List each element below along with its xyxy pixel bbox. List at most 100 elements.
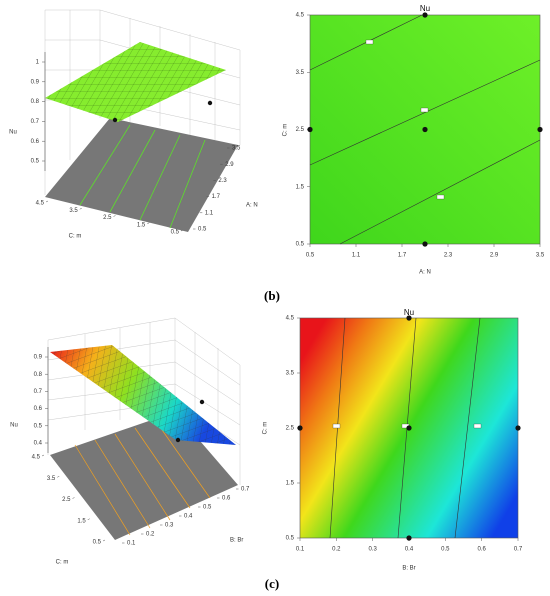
surface-plot-2 <box>47 317 241 540</box>
floor-contour <box>79 124 206 229</box>
z-tick-label: 0.6 <box>34 406 43 412</box>
design-point <box>175 437 181 443</box>
x-axis-label: B: Br <box>402 566 415 572</box>
y-tick-label: 0.4 <box>184 514 193 520</box>
surface-mesh <box>45 42 226 122</box>
z-tick-label: 0.7 <box>34 389 43 395</box>
y-tick-label: 0.5 <box>296 242 305 248</box>
x-tick-label: 4.5 <box>32 455 41 461</box>
y-tick-label: 1.7 <box>212 194 221 200</box>
y-tick-label: 2.5 <box>296 127 305 133</box>
tick-mark <box>147 222 150 224</box>
x-tick-label: 1.7 <box>398 253 407 259</box>
tick-mark <box>57 476 60 478</box>
design-point <box>406 425 412 431</box>
y-tick-label: 3.5 <box>232 146 241 152</box>
z-tick-label: 0.9 <box>34 355 43 361</box>
tick-mark <box>41 454 45 457</box>
y-tick-label: 2.9 <box>225 162 234 168</box>
surface-plot-1 <box>44 9 241 232</box>
design-point <box>406 535 412 541</box>
z-tick-label: 0.7 <box>31 119 40 125</box>
x-tick-label: 0.5 <box>441 547 450 553</box>
y-axis-label: C: m <box>263 422 269 435</box>
contour-label-box <box>332 423 341 429</box>
x-tick-label: 0.4 <box>405 547 414 553</box>
x-tick-label: 0.3 <box>368 547 377 553</box>
y-tick-label: 0.5 <box>286 536 295 542</box>
z-tick-label: 0.6 <box>31 139 40 145</box>
y-tick-label: 0.2 <box>146 532 155 538</box>
tick-mark <box>45 200 49 203</box>
y-tick-label: 1.1 <box>205 210 214 216</box>
z-axis-label: Nu <box>9 130 17 136</box>
design-point <box>422 126 428 133</box>
design-point <box>422 12 428 18</box>
z-tick-label: 0.5 <box>31 159 40 165</box>
y-tick-label: 3.5 <box>296 70 305 76</box>
z-tick-label: 1 <box>36 60 40 66</box>
panel-label: (b) <box>264 288 280 303</box>
tick-mark <box>180 229 184 232</box>
design-point <box>537 126 543 133</box>
z-tick-label: 0.4 <box>34 441 43 447</box>
surface-mesh <box>50 345 236 445</box>
design-point <box>199 399 205 405</box>
z-tick-label: 0.5 <box>34 423 43 429</box>
y-tick-label: 4.5 <box>286 316 295 322</box>
chart-title: Nu <box>420 4 430 13</box>
x-tick-label: 2.5 <box>103 215 112 221</box>
x-tick-label: 3.5 <box>47 476 56 482</box>
x-tick-label: 0.5 <box>306 253 315 259</box>
tick-mark <box>87 518 90 520</box>
y-tick-label: 3.5 <box>286 371 295 377</box>
y-tick-label: 0.5 <box>203 505 212 511</box>
y-tick-label: 0.3 <box>165 523 174 529</box>
x-tick-label: 3.5 <box>69 208 78 214</box>
y-tick-label: 1.5 <box>286 481 295 487</box>
x-tick-label: 0.5 <box>171 230 180 236</box>
z-tick-label: 0.9 <box>31 79 40 85</box>
x-tick-label: 2.9 <box>490 253 499 259</box>
contour-label-box <box>436 194 445 200</box>
y-tick-label: 4.5 <box>296 13 305 19</box>
design-point <box>406 315 412 321</box>
y-tick-label: 1.5 <box>296 184 305 190</box>
y-tick-label: 2.3 <box>218 178 227 184</box>
x-axis-label: C: m <box>56 560 69 566</box>
x-tick-label: 0.5 <box>93 540 102 546</box>
x-tick-label: 2.5 <box>62 497 71 503</box>
y-tick-label: 0.7 <box>241 487 250 493</box>
y-tick-label: 2.5 <box>286 426 295 432</box>
panel-label: (c) <box>265 576 279 591</box>
floor <box>45 118 238 232</box>
design-point <box>422 241 428 247</box>
x-axis-label: C: m <box>69 234 82 240</box>
design-point <box>307 126 313 133</box>
contour-label-box <box>473 423 482 429</box>
z-tick-label: 0.8 <box>31 99 40 105</box>
y-tick-label: 0.6 <box>222 496 231 502</box>
x-tick-label: 1.5 <box>77 518 86 524</box>
x-tick-label: 0.7 <box>514 547 523 553</box>
tick-mark <box>72 497 75 499</box>
y-axis-label: B: Br <box>230 538 243 544</box>
contour-label-box <box>365 39 374 45</box>
x-tick-label: 1.5 <box>137 222 146 228</box>
design-point <box>515 425 521 431</box>
design-point <box>207 100 213 106</box>
design-point <box>112 117 118 123</box>
tick-mark <box>113 215 116 217</box>
y-tick-label: 0.1 <box>127 541 136 547</box>
floor <box>50 412 238 540</box>
x-tick-label: 4.5 <box>36 201 45 207</box>
contour-label-box <box>420 107 429 113</box>
y-tick-label: 0.5 <box>198 227 207 233</box>
x-tick-label: 0.6 <box>477 547 486 553</box>
x-tick-label: 2.3 <box>444 253 453 259</box>
design-point <box>297 425 303 431</box>
floor-contour <box>74 419 211 536</box>
tick-mark <box>102 539 106 542</box>
y-axis-label: C: m <box>283 124 289 137</box>
